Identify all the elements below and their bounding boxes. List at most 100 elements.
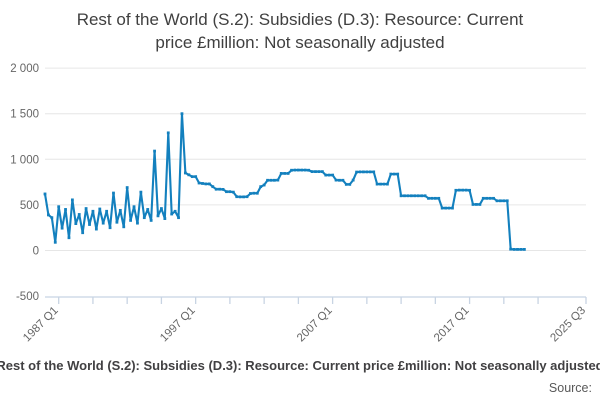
series-point-marker <box>262 183 266 187</box>
series-point-marker <box>512 248 516 251</box>
y-tick-label: 2 000 <box>10 63 39 75</box>
series-point-marker <box>505 199 509 203</box>
series-point-marker <box>348 182 352 186</box>
series-point-marker <box>252 191 256 195</box>
series-point-marker <box>365 170 369 174</box>
series-point-marker <box>423 194 427 198</box>
series-point-marker <box>142 216 146 220</box>
series-point-marker <box>255 191 259 195</box>
series-point-marker <box>149 219 153 222</box>
series-point-marker <box>420 194 424 198</box>
series-point-marker <box>139 190 143 194</box>
series-point-marker <box>47 213 50 217</box>
x-tick-label: 2025 Q3 <box>548 305 588 345</box>
series-point-marker <box>396 172 400 176</box>
series-point-marker <box>392 172 396 176</box>
series-point-marker <box>146 208 150 211</box>
series-point-marker <box>481 196 485 200</box>
series-point-marker <box>358 170 362 174</box>
series-point-marker <box>310 170 314 174</box>
series-point-marker <box>112 191 115 195</box>
series-point-marker <box>471 203 475 206</box>
series-point-marker <box>204 182 208 186</box>
series-point-marker <box>43 192 47 196</box>
series-point-marker <box>70 198 74 202</box>
series-point-marker <box>382 182 386 186</box>
series-point-marker <box>303 168 307 172</box>
series-point-marker <box>64 208 67 211</box>
series-point-marker <box>307 168 311 172</box>
series-point-marker <box>451 206 454 210</box>
series-point-marker <box>136 221 139 225</box>
series-point-marker <box>464 188 468 192</box>
x-tick-label: 1997 Q1 <box>158 305 198 345</box>
series-point-marker <box>91 209 95 213</box>
series-point-marker <box>118 208 122 212</box>
series-point-marker <box>509 247 513 251</box>
series-point-marker <box>194 175 198 179</box>
series-point-marker <box>502 199 506 203</box>
series-point-marker <box>211 185 215 189</box>
series-point-marker <box>50 216 54 220</box>
chart-title: Rest of the World (S.2): Subsidies (D.3)… <box>0 8 600 54</box>
series-point-marker <box>331 173 335 177</box>
series-point-marker <box>57 205 61 209</box>
series-point-marker <box>516 248 519 251</box>
series-point-marker <box>242 195 245 199</box>
series-point-marker <box>375 182 379 186</box>
series-point-marker <box>454 188 458 192</box>
series-point-marker <box>129 219 133 222</box>
series-point-marker <box>197 181 201 185</box>
x-tick-label: 2007 Q1 <box>295 305 335 345</box>
chart-title-line2: price £million: Not seasonally adjusted <box>155 33 445 52</box>
series-point-marker <box>440 206 444 210</box>
series-point-marker <box>122 225 126 229</box>
series-point-marker <box>105 209 109 213</box>
series-point-marker <box>108 226 112 230</box>
series-point-marker <box>468 188 471 192</box>
footer-series-title: Rest of the World (S.2): Subsidies (D.3)… <box>0 358 600 373</box>
y-tick-label: 500 <box>20 200 39 212</box>
series-point-marker <box>296 168 300 172</box>
series-point-marker <box>475 203 478 206</box>
series-point-marker <box>156 214 160 218</box>
series-point-marker <box>334 178 338 182</box>
series-point-marker <box>341 178 345 182</box>
series-point-marker <box>259 185 263 189</box>
series-point-marker <box>409 194 413 198</box>
series-point-marker <box>180 112 184 116</box>
series-point-marker <box>386 182 389 186</box>
series-point-marker <box>183 171 187 175</box>
series-point-marker <box>444 206 448 210</box>
series-point-marker <box>430 196 434 200</box>
series-point-marker <box>160 207 163 210</box>
series-point-marker <box>399 194 403 198</box>
series-point-marker <box>225 190 228 194</box>
series-point-marker <box>279 172 283 175</box>
series-point-marker <box>153 149 156 153</box>
series-point-marker <box>492 196 495 200</box>
series-point-marker <box>519 248 523 251</box>
series-point-marker <box>88 223 91 226</box>
series-point-marker <box>235 195 239 199</box>
series-point-marker <box>231 190 235 194</box>
series-point-marker <box>84 207 88 210</box>
chart-title-line1: Rest of the World (S.2): Subsidies (D.3)… <box>76 10 524 29</box>
series-point-marker <box>314 170 317 174</box>
y-tick-label: 0 <box>33 246 39 258</box>
series-point-marker <box>81 231 85 235</box>
series-point-marker <box>355 170 358 174</box>
series-point-marker <box>416 194 420 198</box>
y-tick-label: 1 500 <box>10 109 39 121</box>
series-point-marker <box>317 170 321 174</box>
series-point-marker <box>276 178 280 182</box>
series-point-marker <box>125 186 129 189</box>
series-point-marker <box>293 168 297 172</box>
series-point-marker <box>403 194 406 198</box>
series-point-marker <box>300 168 304 172</box>
series-point-marker <box>447 206 451 210</box>
series-point-marker <box>101 221 105 225</box>
series-point-marker <box>344 182 348 186</box>
series-point-marker <box>485 196 489 200</box>
series-point-marker <box>413 194 417 198</box>
